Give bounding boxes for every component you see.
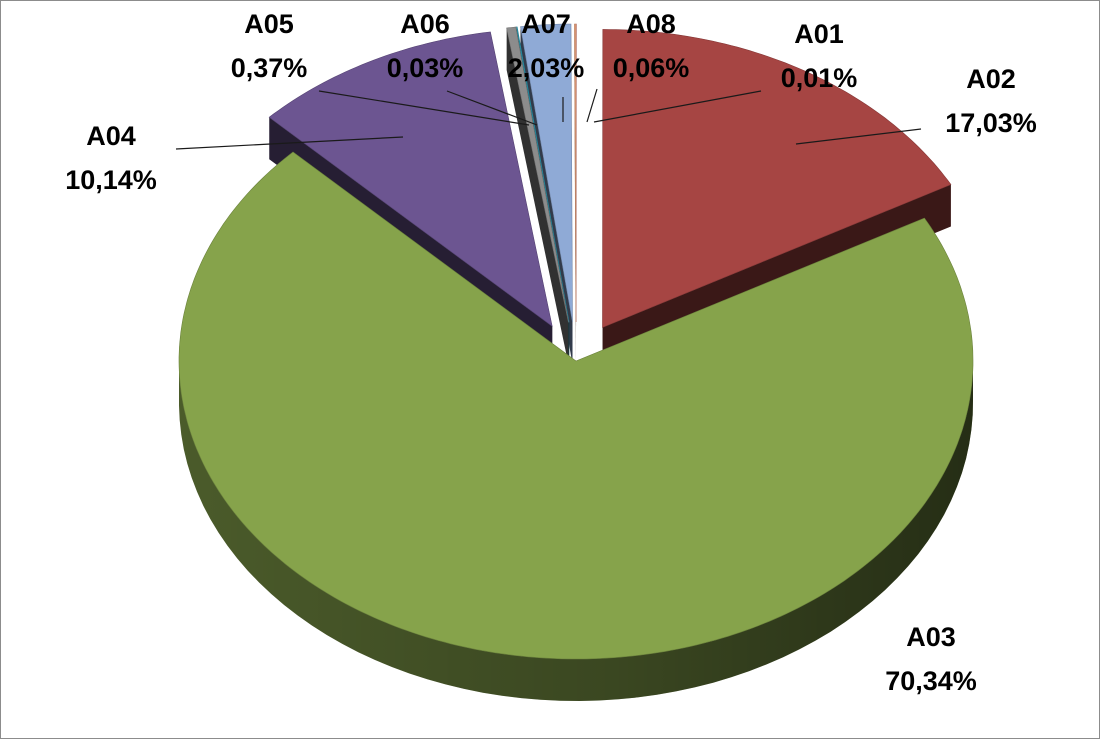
category-label: A08 <box>626 9 676 39</box>
value-label: 70,34% <box>885 666 977 696</box>
category-label: A02 <box>966 64 1016 94</box>
value-label: 17,03% <box>945 108 1037 138</box>
category-label: A04 <box>86 121 136 151</box>
category-label: A06 <box>400 9 450 39</box>
value-label: 0,03% <box>387 53 464 83</box>
value-label: 10,14% <box>65 165 157 195</box>
category-label: A03 <box>906 622 956 652</box>
category-label: A07 <box>521 9 571 39</box>
value-label: 2,03% <box>508 53 585 83</box>
category-label: A01 <box>794 19 844 49</box>
value-label: 0,37% <box>231 53 308 83</box>
category-label: A05 <box>244 9 294 39</box>
pie-tops <box>179 24 973 659</box>
leader-line-a08 <box>587 89 597 122</box>
value-label: 0,06% <box>613 53 690 83</box>
value-label: 0,01% <box>781 63 858 93</box>
